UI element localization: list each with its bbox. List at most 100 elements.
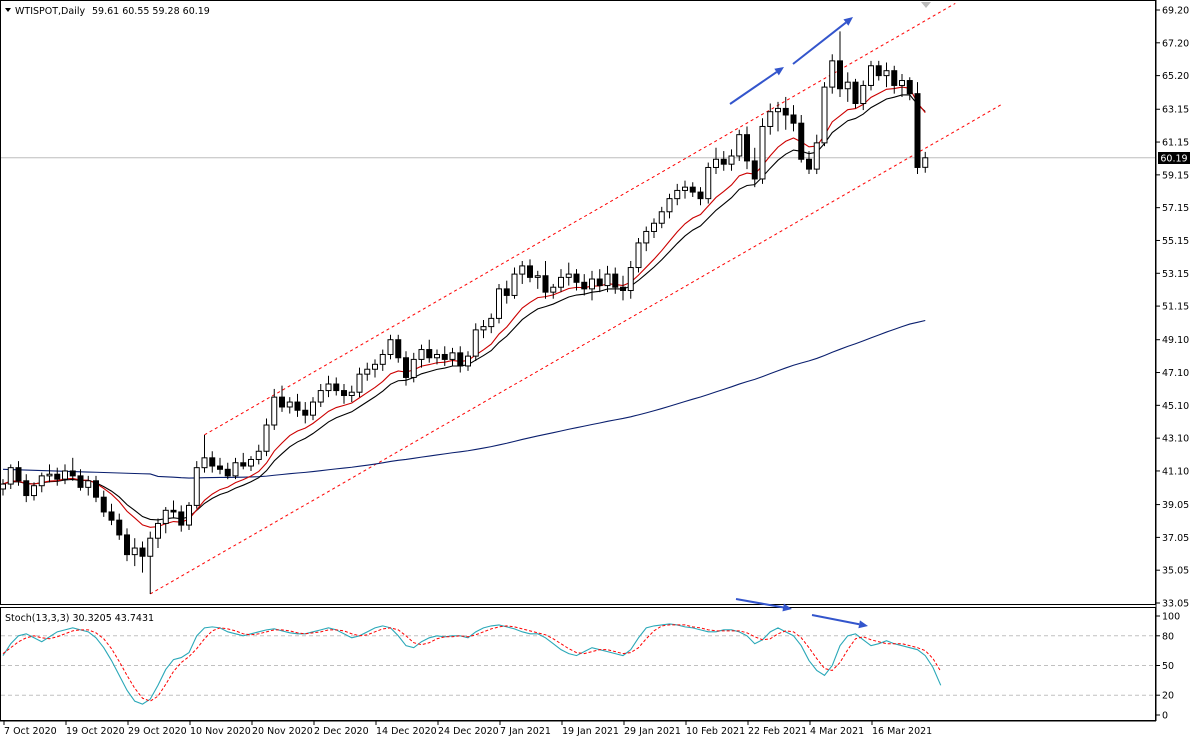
date-tick-label: 14 Dec 2020 [376,726,437,737]
candle-bullish [775,107,781,113]
candle-bearish [875,65,882,77]
candle-bearish [744,134,750,162]
candle-bearish [806,158,812,170]
current-price-tag-box [1158,152,1190,164]
candle-bearish [581,281,588,290]
candle-bullish [767,111,774,127]
candle-bullish [496,288,502,319]
candle-bullish [286,401,293,408]
price-tick-label: 37.05 [1162,533,1189,544]
date-tick-label: 19 Jan 2021 [562,726,619,737]
candle-bullish [387,339,394,355]
candle-bullish [418,349,425,360]
candle-bullish [248,458,254,467]
price-tick-label: 41.10 [1162,466,1189,477]
trend-arrow-head [774,67,784,76]
candle-bearish [93,480,99,498]
candle-bearish [23,480,30,497]
price-tick-label: 47.10 [1162,368,1189,379]
date-tick-label: 29 Jan 2021 [624,726,681,737]
stochastic-levels [1,635,1155,696]
price-tick-label: 61.15 [1162,138,1189,149]
candle-bullish [635,242,642,269]
channel-lower-line [150,103,1004,595]
stochastic-tick-label: 0 [1162,711,1168,722]
stochastic-label: Stoch(13,3,3) 30.3205 43.7431 [5,613,154,624]
candle-bullish [883,70,890,77]
candle-bearish [240,462,247,467]
candles-group [0,31,929,594]
candle-bearish [333,383,340,392]
candle-bullish [480,326,487,331]
candle-bullish [31,485,37,497]
candle-bullish [658,211,665,224]
date-tick-label: 2 Dec 2020 [314,726,369,737]
date-tick-label: 29 Oct 2020 [128,726,187,737]
candle-bullish [643,230,650,244]
candle-bearish [751,160,758,180]
candle-bullish [682,186,688,191]
candle-bearish [782,107,789,116]
candle-bullish [465,355,471,367]
price-tick-label: 57.15 [1162,203,1189,214]
candle-bullish [589,278,595,290]
candle-bullish [728,155,735,165]
candle-bullish [922,157,929,168]
candle-bullish [7,467,14,485]
candle-bullish [666,198,673,213]
price-pane-frame [0,0,1156,605]
candle-bullish [46,473,53,477]
candle-bullish [829,60,836,88]
trend-arrow-shaft [735,598,784,609]
candle-bearish [116,519,123,536]
stochastic-axis: 100 80 50 20 0 [1156,612,1180,722]
candle-bullish [201,457,208,469]
dropdown-triangle-icon[interactable] [5,8,11,12]
candle-bullish [131,547,138,556]
candle-bearish [527,265,533,278]
candle-bearish [178,511,185,526]
date-tick-label: 20 Nov 2020 [252,726,313,737]
candle-bullish [372,363,378,370]
candle-bullish [62,470,68,480]
candle-bullish [410,358,417,378]
candle-bullish [472,329,479,357]
trend-arrow-head [782,603,792,612]
date-axis: 7 Oct 2020 19 Oct 2020 29 Oct 2020 10 Nov 2… [3,721,932,737]
candle-bearish [914,93,921,168]
price-tick-label: 55.15 [1162,236,1189,247]
candle-bearish [209,457,216,467]
symbol-name: WTISPOT,Daily [15,6,85,17]
current-price-tag: 60.19 [1158,152,1190,165]
stochastic-signal-line [2,624,942,702]
candle-bearish [790,114,797,124]
stochastic-tick-label: 80 [1162,631,1174,642]
price-tick-label: 49.10 [1162,335,1189,346]
candle-bearish [573,273,580,283]
candle-bullish [232,462,239,477]
candle-bullish [186,504,192,526]
annotation-arrows [729,17,868,629]
price-axis: 69.20 67.20 65.20 63.15 61.15 59.15 57.15 55.15… [1156,6,1189,610]
candle-bearish [15,467,22,482]
date-tick-label: 19 Oct 2020 [66,726,125,737]
candle-bullish [736,134,743,157]
trend-arrow-head [858,620,868,629]
price-tick-label: 67.20 [1162,38,1189,49]
price-tick-label: 65.20 [1162,71,1189,82]
price-tick-label: 43.10 [1162,434,1189,445]
price-tick-label: 39.05 [1162,500,1189,511]
stochastic-pane [0,607,1156,721]
candle-bullish [271,396,278,426]
candle-bullish [674,189,681,200]
candle-bearish [170,509,177,513]
candle-bearish [612,273,619,288]
trend-arrow-shaft [811,614,860,626]
candle-bearish [124,534,130,556]
ma-long-line [2,319,926,479]
candle-bearish [302,409,309,416]
candle-bullish [255,450,262,460]
candle-bullish [511,273,518,296]
candle-bearish [294,401,301,411]
